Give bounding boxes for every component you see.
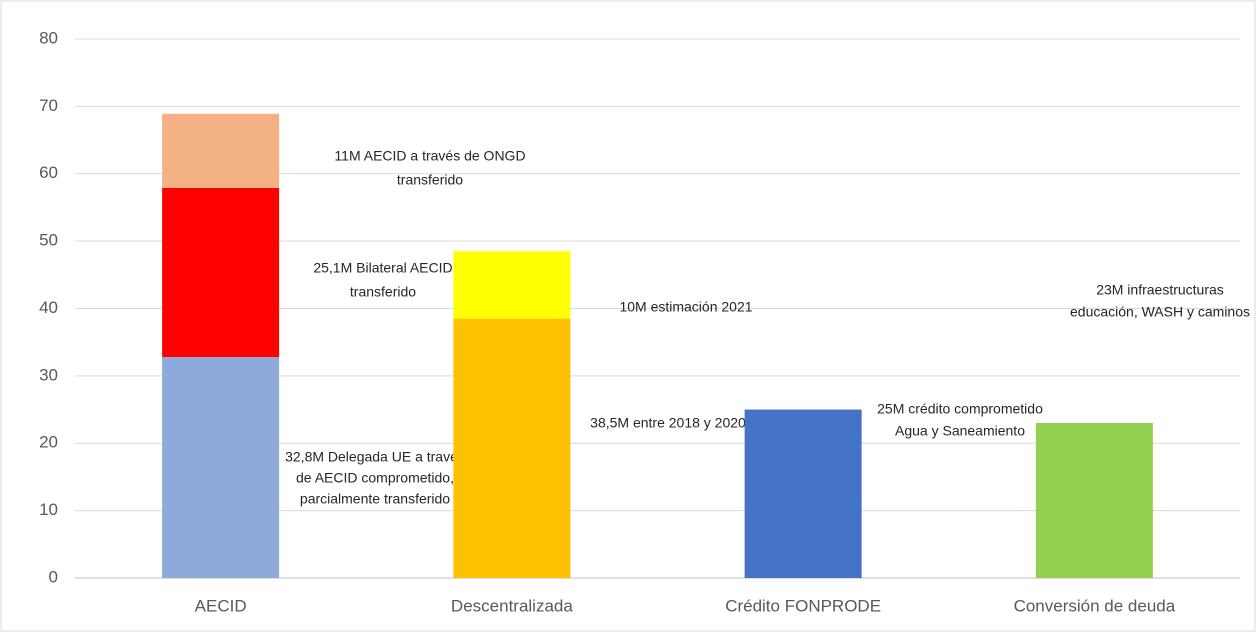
data-label: de AECID comprometido, bbox=[296, 470, 454, 486]
data-label: Agua y Saneamiento bbox=[895, 423, 1025, 439]
y-tick-label: 60 bbox=[39, 163, 58, 182]
y-tick-label: 0 bbox=[49, 567, 58, 586]
data-label: 23M infraestructuras bbox=[1096, 282, 1224, 298]
x-tick-label: Descentralizada bbox=[451, 596, 573, 615]
data-label: educación, WASH y caminos bbox=[1070, 304, 1250, 320]
y-tick-label: 40 bbox=[39, 298, 58, 317]
data-label: 25M crédito comprometido bbox=[877, 401, 1043, 417]
y-tick-label: 30 bbox=[39, 365, 58, 384]
data-label: 10M estimación 2021 bbox=[619, 299, 752, 315]
bar-segment bbox=[744, 409, 862, 578]
data-label: 32,8M Delegada UE a través bbox=[285, 449, 465, 465]
data-label: transferido bbox=[350, 284, 416, 300]
data-label: parcialmente transferido bbox=[300, 491, 450, 507]
y-tick-label: 50 bbox=[39, 231, 58, 250]
y-tick-label: 80 bbox=[39, 28, 58, 47]
x-tick-label: AECID bbox=[195, 596, 247, 615]
bar-segment bbox=[162, 187, 280, 358]
y-tick-label: 70 bbox=[39, 96, 58, 115]
bar-segment bbox=[1035, 423, 1153, 578]
data-label: transferido bbox=[397, 172, 463, 188]
data-label: 25,1M Bilateral AECID bbox=[313, 260, 452, 276]
x-tick-label: Conversión de deuda bbox=[1014, 596, 1176, 615]
bar-segment bbox=[162, 357, 280, 578]
x-tick-label: Crédito FONPRODE bbox=[725, 596, 881, 615]
data-label: 38,5M entre 2018 y 2020 bbox=[590, 415, 746, 431]
y-tick-label: 10 bbox=[39, 500, 58, 519]
bar-segment bbox=[453, 251, 571, 319]
data-label: 11M AECID a través de ONGD bbox=[334, 148, 525, 164]
bar-segment bbox=[453, 318, 571, 578]
y-tick-label: 20 bbox=[39, 433, 58, 452]
bar-segment bbox=[162, 113, 280, 188]
